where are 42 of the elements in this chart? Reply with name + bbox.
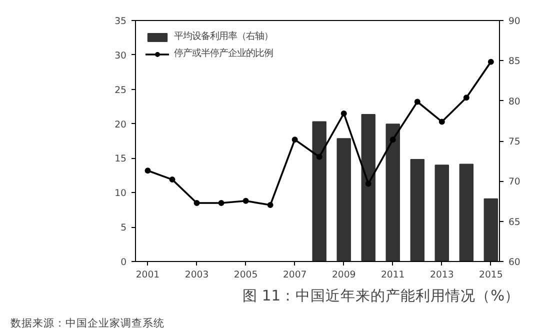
point [365,180,372,187]
y-tick-label: 15 [114,154,127,165]
legend-label: 平均设备利用率（右轴） [174,30,273,43]
y-tick-label: 30 [114,50,127,62]
x-tick-label: 2003 [184,270,209,280]
point [194,200,200,206]
point [218,200,224,206]
point [169,176,176,183]
x-tick-label: 2015 [479,270,503,280]
point [267,202,274,208]
y2-tick-label: 65 [508,216,520,228]
point [292,136,298,143]
y-tick-label: 10 [114,188,127,200]
x-tick-label: 2009 [332,270,356,280]
point [144,168,151,174]
point [340,110,347,116]
point [488,58,494,65]
x-tick-label: 2001 [136,270,160,280]
legend-label: 停产或半停产企业的比例 [174,47,273,60]
x-tick-label: 2011 [381,270,405,280]
y2-tick-label: 80 [508,96,520,108]
y2-tick-label: 90 [508,16,520,27]
x-tick-label: 2005 [234,270,258,280]
point [390,136,396,143]
y2-tick-label: 60 [508,257,520,268]
y-tick-label: 0 [120,257,127,268]
point [438,118,445,125]
point [316,154,322,160]
y2-tick-label: 75 [508,136,520,148]
y-tick-label: 25 [114,84,127,96]
y-tick-label: 35 [114,16,127,27]
y2-tick-label: 85 [508,56,520,68]
source-note: 数据来源：中国企业家调查系统 [10,316,164,330]
x-tick-label: 2007 [282,270,307,280]
point [463,94,470,101]
point [242,198,249,204]
point [414,98,420,105]
text: 图 11：中国近年来的产能利用情况（%） [242,288,520,304]
y-tick-label: 5 [120,222,127,234]
x-tick-label: 2013 [430,270,454,280]
y-tick-label: 20 [114,119,127,130]
y2-tick-label: 70 [508,176,520,188]
